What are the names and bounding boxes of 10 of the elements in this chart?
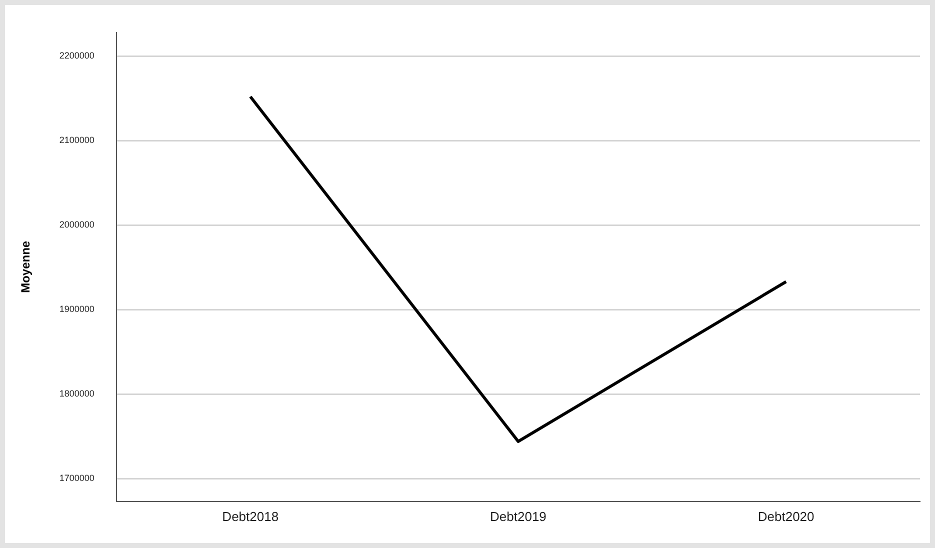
x-tick-label: Debt2018 <box>222 508 279 524</box>
y-axis-title: Moyenne <box>18 240 33 293</box>
y-tick-label: 2100000 <box>59 135 94 146</box>
y-tick-label: 1800000 <box>59 388 94 399</box>
y-tick-label: 2200000 <box>59 50 94 61</box>
y-tick-label: 1900000 <box>59 304 94 314</box>
y-tick-label: 1700000 <box>59 473 94 484</box>
x-tick-label: Debt2020 <box>758 508 814 524</box>
x-tick-label: Debt2019 <box>490 508 546 524</box>
y-tick-label: 2000000 <box>59 220 94 230</box>
